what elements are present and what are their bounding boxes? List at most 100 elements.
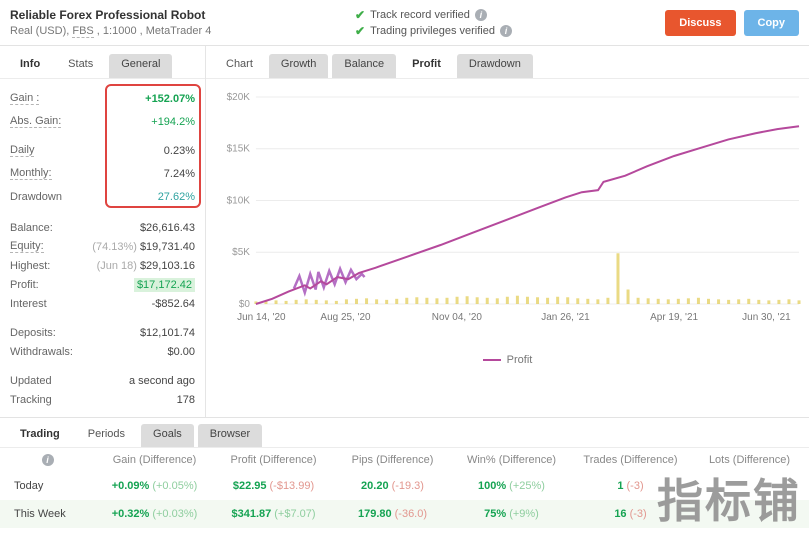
account-details: , 1:1000 , MetaTrader 4	[93, 25, 212, 37]
account-subtitle: Real (USD), FBS , 1:1000 , MetaTrader 4	[10, 25, 355, 38]
tab-browser[interactable]: Browser	[197, 424, 263, 447]
drawdown-value: 27.62%	[157, 190, 195, 203]
activity-bar	[455, 296, 459, 304]
stat-row-deposits: Deposits: $12,101.74	[10, 323, 195, 342]
gain-label[interactable]: Gain :	[10, 92, 40, 105]
activity-bar	[747, 298, 751, 304]
pips-value: 20.20	[361, 480, 389, 492]
stats-panel: Info Stats General Gain : +152.07% Abs. …	[0, 46, 206, 417]
activity-bar	[304, 299, 308, 304]
activity-bar	[676, 298, 680, 304]
withdrawals-label: Withdrawals:	[10, 345, 73, 358]
col-lots[interactable]: Lots (Difference)	[708, 454, 791, 466]
info-icon[interactable]: i	[500, 24, 512, 37]
activity-bar	[606, 297, 610, 304]
trading-privileges-verified: ✔ Trading privileges verified i	[355, 23, 665, 39]
legend-label: Profit	[506, 354, 533, 366]
activity-bar	[284, 300, 288, 304]
gain-cell: +0.32% (+0.03%)	[95, 508, 214, 520]
page-title: Reliable Forex Professional Robot	[10, 8, 206, 22]
highest-date: (Jun 18)	[96, 259, 137, 272]
tab-growth[interactable]: Growth	[268, 54, 329, 78]
equity-label[interactable]: Equity:	[10, 240, 44, 253]
x-tick-label: Jun 30, '21	[742, 312, 791, 323]
monthly-label[interactable]: Monthly:	[10, 167, 52, 180]
activity-bar	[274, 300, 278, 304]
daily-label[interactable]: Daily	[10, 144, 35, 157]
highest-amount: $29,103.16	[139, 259, 195, 272]
tracking-value: 178	[176, 393, 195, 406]
col-pips[interactable]: Pips (Difference)	[351, 454, 434, 466]
activity-bar	[425, 297, 429, 304]
tab-periods[interactable]: Periods	[87, 428, 126, 440]
drawdown-label: Drawdown	[10, 190, 62, 203]
win-diff: (+25%)	[509, 480, 545, 492]
info-icon[interactable]: i	[474, 8, 487, 21]
col-gain[interactable]: Gain (Difference)	[112, 454, 197, 466]
y-tick-label: $15K	[227, 144, 251, 155]
tab-trading[interactable]: Trading	[20, 428, 60, 440]
activity-bar	[636, 297, 640, 304]
win-value: 75%	[484, 508, 507, 520]
tab-profit[interactable]: Profit	[412, 58, 441, 70]
activity-bar	[415, 297, 419, 304]
col-win[interactable]: Win% (Difference)	[466, 454, 557, 466]
win-cell: 100% (+25%)	[452, 480, 571, 492]
activity-bar	[324, 300, 328, 304]
tab-info[interactable]: Info	[20, 58, 41, 70]
abs-gain-value: +194.2%	[151, 115, 195, 128]
chart-tabs: Chart Growth Balance Profit Drawdown	[206, 46, 809, 79]
activity-bar	[797, 300, 801, 304]
activity-bar	[334, 300, 338, 304]
x-tick-label: Nov 04, '20	[432, 312, 483, 323]
profit-line-chart[interactable]: $0 $5K $10K $15K $20K Jun 14, '20 Aug 25, '20 N…	[206, 81, 809, 346]
stat-row-highest: Highest: (Jun 18) $29,103.16	[10, 256, 195, 275]
broker-link[interactable]: FBS	[72, 25, 94, 38]
activity-bar	[354, 298, 358, 304]
profit-value: $22.95	[232, 480, 267, 492]
updated-label: Updated	[10, 374, 52, 387]
tab-general[interactable]: General	[109, 54, 173, 78]
tab-drawdown[interactable]: Drawdown	[456, 54, 533, 78]
gain-group: Gain : +152.07% Abs. Gain: +194.2% Daily…	[10, 84, 201, 208]
activity-bar	[485, 297, 489, 304]
tab-balance[interactable]: Balance	[332, 54, 397, 78]
stat-row-daily: Daily 0.23%	[10, 139, 195, 162]
activity-bar	[767, 300, 771, 304]
table-row-this-week: This Week +0.32% (+0.03%) $341.87 (+$7.07)…	[0, 500, 809, 528]
gain-value: +152.07%	[145, 92, 195, 105]
col-profit[interactable]: Profit (Difference)	[230, 454, 317, 466]
tab-goals[interactable]: Goals	[141, 424, 194, 447]
legend-line-swatch	[482, 359, 501, 361]
activity-bar	[525, 296, 529, 304]
pips-cell: 179.80 (-36.0)	[333, 508, 452, 520]
discuss-button[interactable]: Discuss	[665, 9, 736, 36]
abs-gain-label[interactable]: Abs. Gain:	[10, 115, 62, 128]
y-tick-label: $10K	[227, 195, 251, 206]
info-icon[interactable]: i	[41, 454, 54, 466]
y-tick-label: $20K	[227, 92, 251, 103]
activity-bar	[787, 299, 791, 304]
gain-diff: (+0.05%)	[152, 480, 198, 492]
trades-cell: 1 (-3)	[571, 480, 690, 492]
chart-legend[interactable]: Profit	[206, 349, 809, 371]
tracking-label: Tracking	[10, 393, 52, 406]
tab-stats[interactable]: Stats	[68, 58, 94, 70]
highest-label: Highest:	[10, 259, 51, 272]
copy-button[interactable]: Copy	[743, 9, 799, 36]
activity-bar	[646, 298, 650, 304]
stat-row-abs-gain: Abs. Gain: +194.2%	[10, 110, 195, 133]
balance-label: Balance:	[10, 221, 53, 234]
period-label: Today	[14, 480, 44, 492]
activity-bar	[566, 297, 570, 304]
pips-diff: (-19.3)	[391, 480, 424, 492]
x-tick-label: Jun 14, '20	[237, 312, 286, 323]
highest-value: (Jun 18) $29,103.16	[97, 260, 195, 272]
col-trades[interactable]: Trades (Difference)	[583, 454, 678, 466]
activity-bar	[556, 296, 560, 304]
activity-bar	[365, 298, 369, 304]
pips-diff: (-36.0)	[394, 508, 428, 520]
equity-percent: (74.13%)	[92, 240, 137, 253]
tab-chart[interactable]: Chart	[226, 58, 253, 70]
